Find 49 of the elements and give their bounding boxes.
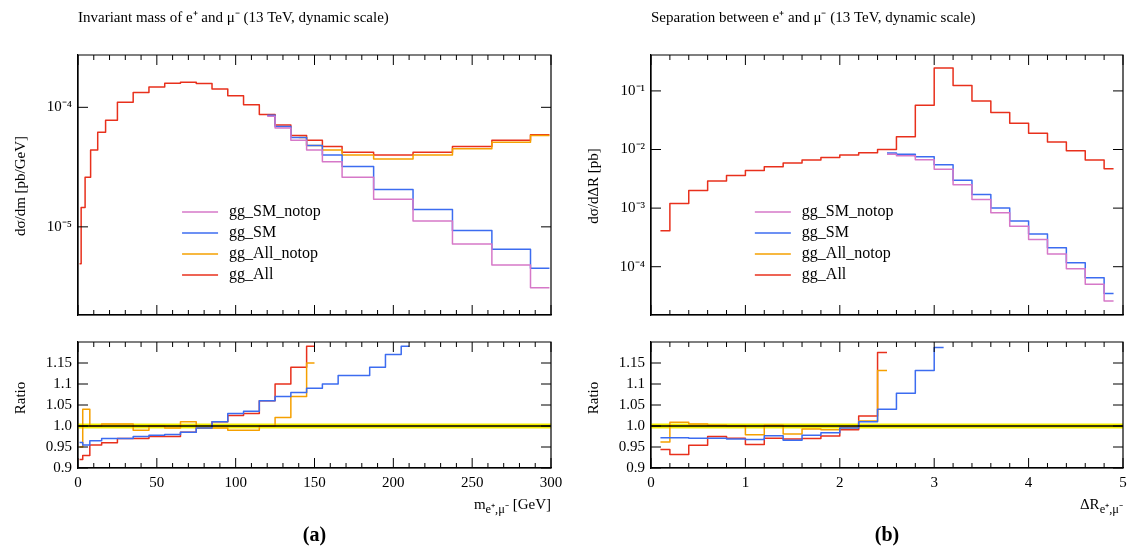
y-tick-label: 10⁻² bbox=[620, 140, 646, 157]
y-tick-label: 10⁻⁴ bbox=[46, 98, 72, 115]
x-axis-title: m$_{e⁺,μ⁻}$ [GeV] bbox=[473, 496, 551, 517]
legend-label: gg_SM_notop bbox=[229, 202, 321, 221]
x-tick-label: 1 bbox=[741, 473, 750, 490]
y-tick-label: 0.95 bbox=[45, 437, 72, 454]
y-axis-title: dσ/dΔR [pb] bbox=[584, 147, 602, 224]
x-tick-label: 3 bbox=[930, 473, 938, 490]
x-tick-label: 300 bbox=[539, 473, 563, 490]
text: (a) bbox=[302, 523, 327, 546]
legend-label: gg_All_notop bbox=[229, 244, 318, 263]
x-tick-label: 200 bbox=[382, 473, 405, 490]
y-tick-label: 1.0 bbox=[53, 416, 72, 433]
x-tick-label: 2 bbox=[836, 473, 844, 490]
y-tick-label: 1.0 bbox=[626, 416, 645, 433]
legend-label: gg_All_notop bbox=[801, 244, 891, 263]
chart-title: Invariant mass of e⁺ and μ⁻ (13 TeV, dynamic scale) bbox=[78, 8, 389, 26]
x-tick-label: 100 bbox=[224, 473, 247, 490]
x-tick-label: 150 bbox=[303, 473, 326, 490]
y-tick-label: 0.9 bbox=[53, 458, 72, 475]
x-tick-label: 5 bbox=[1119, 473, 1127, 490]
text: (b) bbox=[874, 523, 900, 546]
chart-title: Separation between e⁺ and μ⁻ (13 TeV, dynamic scale) bbox=[651, 8, 976, 26]
legend-label: gg_SM bbox=[801, 223, 849, 242]
x-tick-label: 4 bbox=[1024, 473, 1033, 490]
legend-label: gg_All bbox=[801, 265, 847, 284]
y-tick-label: 0.9 bbox=[626, 458, 645, 475]
x-tick-label: 0 bbox=[74, 473, 82, 490]
y-tick-label: 10⁻⁴ bbox=[619, 257, 645, 274]
y-tick-label: 10⁻⁵ bbox=[46, 217, 72, 234]
y-tick-label: 10⁻³ bbox=[620, 199, 646, 216]
y-tick-label: 10⁻¹ bbox=[620, 81, 645, 98]
y-axis-title: dσ/dm [pb/GeV] bbox=[11, 135, 29, 236]
y-tick-label: 1.15 bbox=[618, 353, 645, 370]
y-tick-label: 0.95 bbox=[618, 437, 645, 454]
y-tick-label: 1.05 bbox=[618, 395, 645, 412]
legend-label: gg_All bbox=[229, 265, 275, 284]
legend-label: gg_SM_notop bbox=[801, 202, 894, 221]
y-axis-title: Ratio bbox=[584, 381, 602, 414]
y-tick-label: 1.1 bbox=[626, 374, 645, 391]
x-tick-label: 50 bbox=[149, 473, 165, 490]
y-tick-label: 1.15 bbox=[45, 353, 72, 370]
x-tick-label: 0 bbox=[647, 473, 655, 490]
y-tick-label: 1.05 bbox=[45, 395, 72, 412]
legend-label: gg_SM bbox=[229, 223, 277, 242]
x-tick-label: 250 bbox=[460, 473, 484, 490]
y-axis-title: Ratio bbox=[11, 381, 29, 414]
y-tick-label: 1.1 bbox=[53, 374, 72, 391]
x-axis-title: ΔR$_{e⁺,μ⁻}$ bbox=[1079, 496, 1123, 517]
